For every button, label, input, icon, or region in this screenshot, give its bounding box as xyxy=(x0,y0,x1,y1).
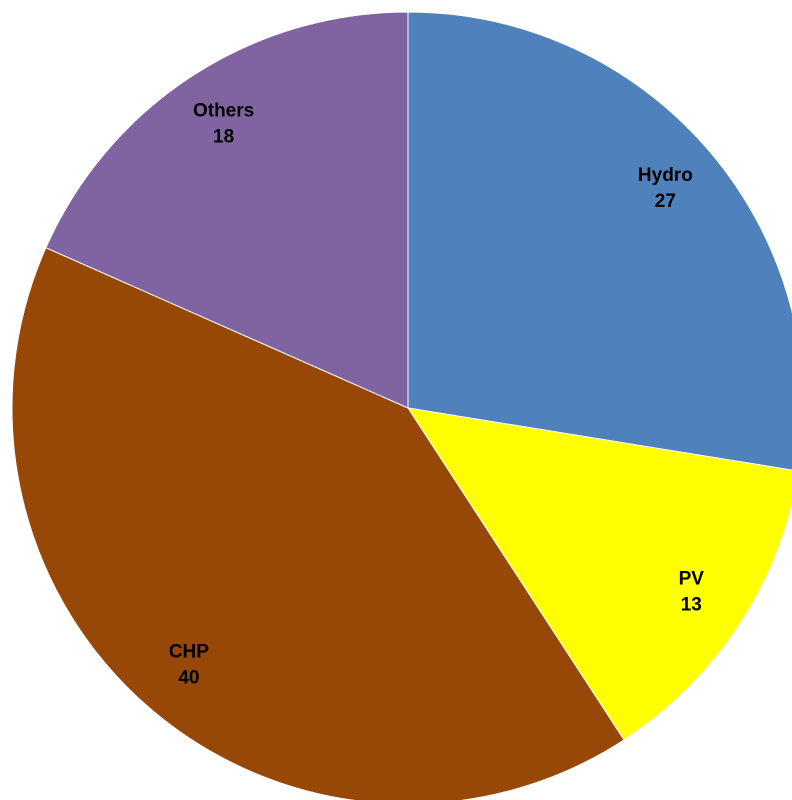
slice-value: 13 xyxy=(681,594,702,615)
slice-value: 18 xyxy=(213,127,234,148)
slice-value: 27 xyxy=(655,191,676,212)
slice-value: 40 xyxy=(178,667,199,688)
pie-slice xyxy=(11,247,625,800)
slice-label: PV xyxy=(679,568,705,589)
pie-slice xyxy=(406,407,792,741)
slice-label: Hydro xyxy=(638,165,693,186)
pie-slice xyxy=(45,11,409,409)
pie-slice xyxy=(407,11,792,471)
slice-label: CHP xyxy=(169,641,209,662)
slice-label: Others xyxy=(193,101,254,122)
